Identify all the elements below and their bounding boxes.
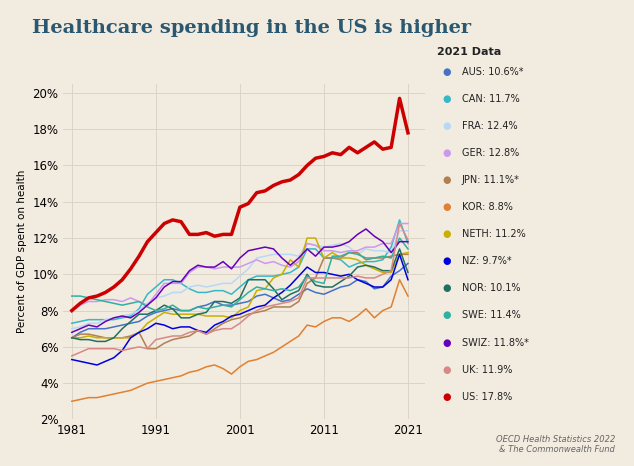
Text: AUS: 10.6%*: AUS: 10.6%* <box>462 67 523 77</box>
Text: SWIZ: 11.8%*: SWIZ: 11.8%* <box>462 337 528 348</box>
Text: ●: ● <box>443 364 451 375</box>
Text: KOR: 8.8%: KOR: 8.8% <box>462 202 512 212</box>
Text: GER: 12.8%: GER: 12.8% <box>462 148 519 158</box>
Text: NETH: 11.2%: NETH: 11.2% <box>462 229 526 240</box>
Text: ●: ● <box>443 202 451 212</box>
Text: NOR: 10.1%: NOR: 10.1% <box>462 283 520 294</box>
Text: ●: ● <box>443 310 451 321</box>
Text: ●: ● <box>443 67 451 77</box>
Text: CAN: 11.7%: CAN: 11.7% <box>462 94 519 104</box>
Text: ●: ● <box>443 94 451 104</box>
Y-axis label: Percent of GDP spent on health: Percent of GDP spent on health <box>17 170 27 333</box>
Text: UK: 11.9%: UK: 11.9% <box>462 364 512 375</box>
Text: ●: ● <box>443 391 451 402</box>
Text: JPN: 11.1%*: JPN: 11.1%* <box>462 175 519 185</box>
Text: ●: ● <box>443 175 451 185</box>
Text: ●: ● <box>443 229 451 240</box>
Text: OECD Health Statistics 2022
& The Commonwealth Fund: OECD Health Statistics 2022 & The Common… <box>496 435 615 454</box>
Text: SWE: 11.4%: SWE: 11.4% <box>462 310 521 321</box>
Text: FRA: 12.4%: FRA: 12.4% <box>462 121 517 131</box>
Text: NZ: 9.7%*: NZ: 9.7%* <box>462 256 511 267</box>
Text: 2021 Data: 2021 Data <box>437 47 501 56</box>
Text: ●: ● <box>443 148 451 158</box>
Text: ●: ● <box>443 256 451 267</box>
Text: ●: ● <box>443 337 451 348</box>
Text: ●: ● <box>443 283 451 294</box>
Text: ●: ● <box>443 121 451 131</box>
Text: US: 17.8%: US: 17.8% <box>462 391 512 402</box>
Text: Healthcare spending in the US is higher: Healthcare spending in the US is higher <box>32 19 471 37</box>
